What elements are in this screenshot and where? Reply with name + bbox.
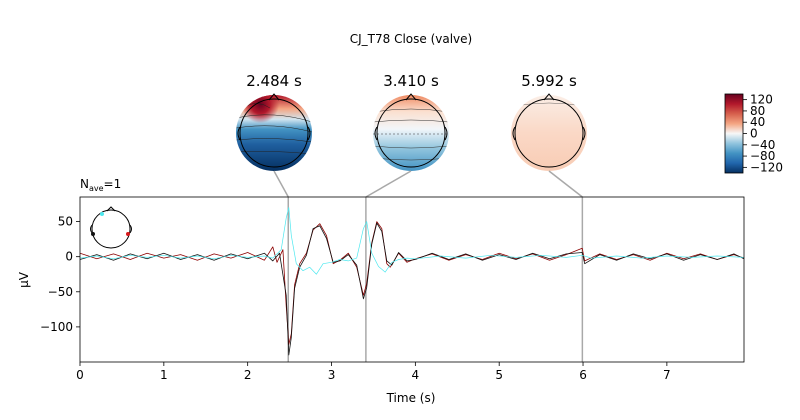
y-tick-label: 0	[65, 250, 73, 264]
sensor-red-dot	[126, 232, 130, 236]
connector-1	[273, 170, 289, 198]
sensor-black-dot	[91, 232, 95, 236]
x-axis-label: Time (s)	[386, 391, 436, 405]
x-tick-label: 5	[495, 368, 503, 382]
y-axis-ticks: 50 0 −50 −100	[40, 215, 80, 334]
colorbar-tick-label: 80	[750, 104, 765, 118]
evoked-axes: 0 1 2 3 4 5 6 7 50 0 −50 −100 Time (s) µV Nave=1	[17, 177, 745, 405]
x-tick-label: 0	[76, 368, 84, 382]
topomap-connectors	[273, 170, 583, 198]
series-line-2	[80, 222, 744, 356]
y-axis-label: µV	[17, 271, 31, 288]
topomap-1-time-label: 2.484 s	[246, 72, 302, 90]
x-tick-label: 7	[663, 368, 671, 382]
x-tick-label: 1	[160, 368, 168, 382]
sensor-inset	[90, 206, 132, 249]
colorbar-tick-label: 120	[750, 93, 773, 107]
colorbar-tick-label: −40	[750, 138, 775, 152]
y-tick-label: 50	[58, 215, 73, 229]
x-tick-label: 6	[579, 368, 587, 382]
x-tick-label: 4	[412, 368, 420, 382]
series-line-1	[80, 221, 744, 345]
sensor-cyan-dot	[100, 212, 104, 216]
topomap-3: 5.992 s	[511, 72, 587, 171]
topomap-3-time-label: 5.992 s	[521, 72, 577, 90]
x-tick-label: 3	[328, 368, 336, 382]
topomap-2: 3.410 s	[373, 72, 449, 171]
y-tick-label: −100	[40, 320, 73, 334]
topomap-2-time-label: 3.410 s	[383, 72, 439, 90]
colorbar-gradient	[724, 93, 744, 174]
series-line-3	[80, 207, 744, 275]
topomap-1: 2.484 s	[236, 72, 312, 171]
x-axis-ticks: 0 1 2 3 4 5 6 7	[76, 362, 671, 382]
x-tick-label: 2	[244, 368, 252, 382]
colorbar-tick-label: −120	[750, 160, 783, 174]
time-markers	[287, 197, 584, 362]
y-tick-label: −50	[48, 285, 73, 299]
connector-2	[365, 170, 412, 198]
nave-label: Nave=1	[80, 177, 121, 193]
colorbar-tick-label: −80	[750, 149, 775, 163]
plot-frame	[79, 196, 745, 363]
figure-title: CJ_T78 Close (valve)	[350, 32, 472, 46]
colorbar-tick-label: 40	[750, 115, 765, 129]
colorbar-tick-label: 0	[750, 127, 758, 141]
data-series	[80, 207, 744, 356]
connector-3	[548, 170, 583, 198]
